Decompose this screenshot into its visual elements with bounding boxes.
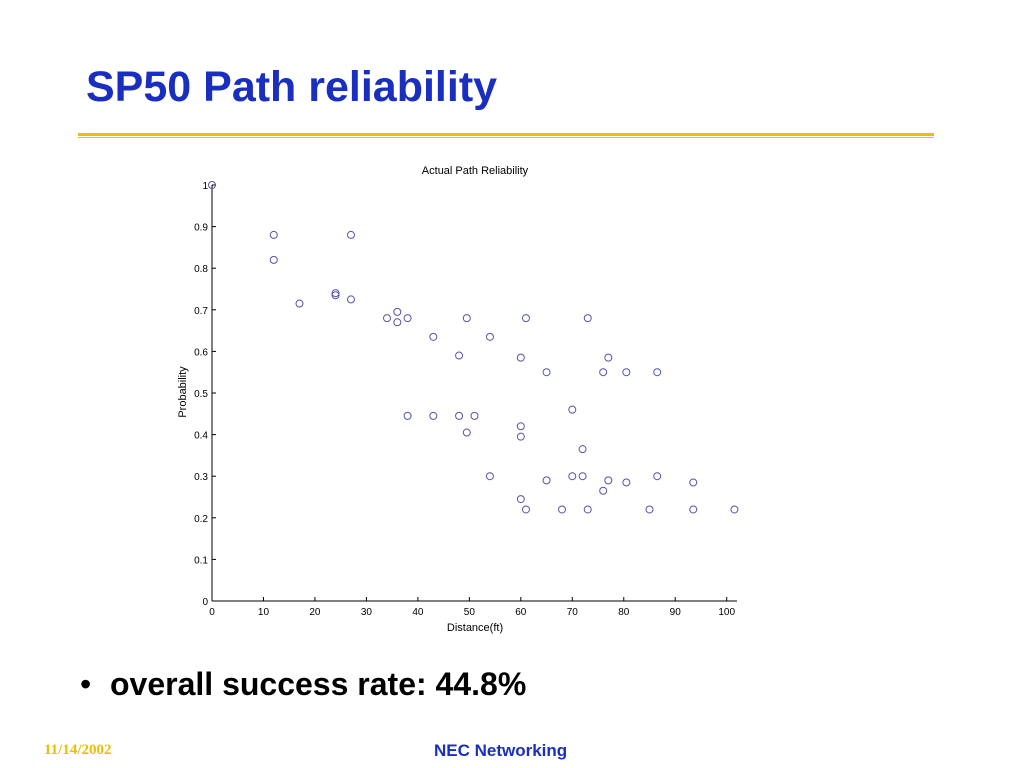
footer-date: 11/14/2002 (44, 742, 112, 758)
data-point (558, 505, 566, 514)
y-tick-label: 0.9 (194, 223, 208, 234)
data-point (462, 314, 471, 323)
data-point (578, 445, 587, 454)
title-divider (78, 133, 934, 136)
data-point (295, 299, 304, 308)
data-point (462, 428, 471, 437)
data-point (403, 314, 412, 323)
y-tick-label: 1 (202, 181, 208, 192)
y-tick-label: 0.5 (194, 389, 208, 400)
chart-ticks: 0 10 20 30 40 50 60 70 80 90 100 0 0.1 0.2 0.3 0.4 0.5 0.… (194, 181, 735, 618)
scatter-chart: Actual Path Reliability 0 10 20 30 40 50 60 70 8… (177, 165, 739, 634)
bullet-text: overall success rate: 44.8% (110, 666, 527, 702)
data-point (578, 472, 587, 481)
data-point (429, 332, 438, 341)
data-point (346, 295, 355, 304)
bullet-marker: • (80, 666, 92, 702)
y-tick-label: 0 (202, 597, 208, 608)
x-tick-label: 80 (618, 607, 630, 618)
data-point (604, 476, 613, 485)
data-point (622, 478, 631, 487)
bullet-item: • overall success rate: 44.8% (80, 668, 526, 700)
x-tick-label: 60 (515, 607, 527, 618)
data-point (331, 291, 340, 300)
x-tick-label: 70 (567, 607, 579, 618)
x-axis-label: Distance(ft) (447, 622, 503, 634)
data-point (689, 478, 698, 487)
y-tick-label: 0.3 (194, 472, 208, 483)
title-divider-thin (78, 137, 934, 138)
data-point (429, 411, 438, 420)
data-point (455, 411, 464, 420)
data-point (346, 230, 355, 239)
footer-org: NEC Networking (434, 741, 568, 760)
data-point (393, 318, 402, 327)
data-point (542, 476, 551, 485)
y-tick-label: 0.8 (194, 264, 208, 275)
data-point (583, 314, 592, 323)
data-point (516, 353, 525, 362)
data-point (516, 495, 525, 504)
data-point (521, 505, 530, 514)
data-point (485, 472, 494, 481)
x-tick-label: 0 (209, 607, 215, 618)
chart-axes (211, 185, 737, 602)
data-point (653, 472, 662, 481)
y-axis-label: Probability (177, 366, 189, 418)
data-point (542, 368, 551, 377)
data-point (516, 432, 525, 441)
data-point (269, 230, 278, 239)
x-tick-label: 10 (258, 607, 270, 618)
data-point (383, 314, 391, 323)
data-point (485, 332, 494, 341)
chart-title: Actual Path Reliability (422, 165, 529, 177)
x-tick-label: 90 (670, 607, 682, 618)
data-point (689, 505, 698, 514)
chart-points (208, 181, 739, 514)
slide-title: SP50 Path reliability (86, 63, 498, 111)
data-point (521, 314, 530, 323)
data-point (208, 181, 216, 189)
data-point (599, 368, 608, 377)
data-point (269, 255, 278, 264)
y-tick-label: 0.7 (194, 306, 208, 317)
x-tick-label: 50 (464, 607, 476, 618)
data-point (583, 505, 592, 514)
data-point (403, 411, 412, 420)
x-tick-label: 100 (718, 607, 735, 618)
data-point (568, 472, 577, 481)
data-point (393, 307, 402, 316)
data-point (599, 486, 608, 495)
x-tick-label: 20 (309, 607, 321, 618)
y-tick-label: 0.4 (194, 431, 208, 442)
data-point (622, 368, 631, 377)
data-point (653, 368, 662, 377)
data-point (730, 505, 739, 514)
y-tick-label: 0.1 (194, 555, 208, 566)
data-point (331, 289, 340, 298)
x-tick-label: 40 (412, 607, 424, 618)
x-tick-label: 30 (361, 607, 373, 618)
y-tick-label: 0.2 (194, 514, 208, 525)
data-point (568, 405, 577, 414)
y-tick-label: 0.6 (194, 347, 208, 358)
data-point (604, 353, 613, 362)
data-point (470, 411, 479, 420)
data-point (516, 422, 525, 431)
data-point (455, 351, 464, 360)
data-point (645, 505, 654, 514)
